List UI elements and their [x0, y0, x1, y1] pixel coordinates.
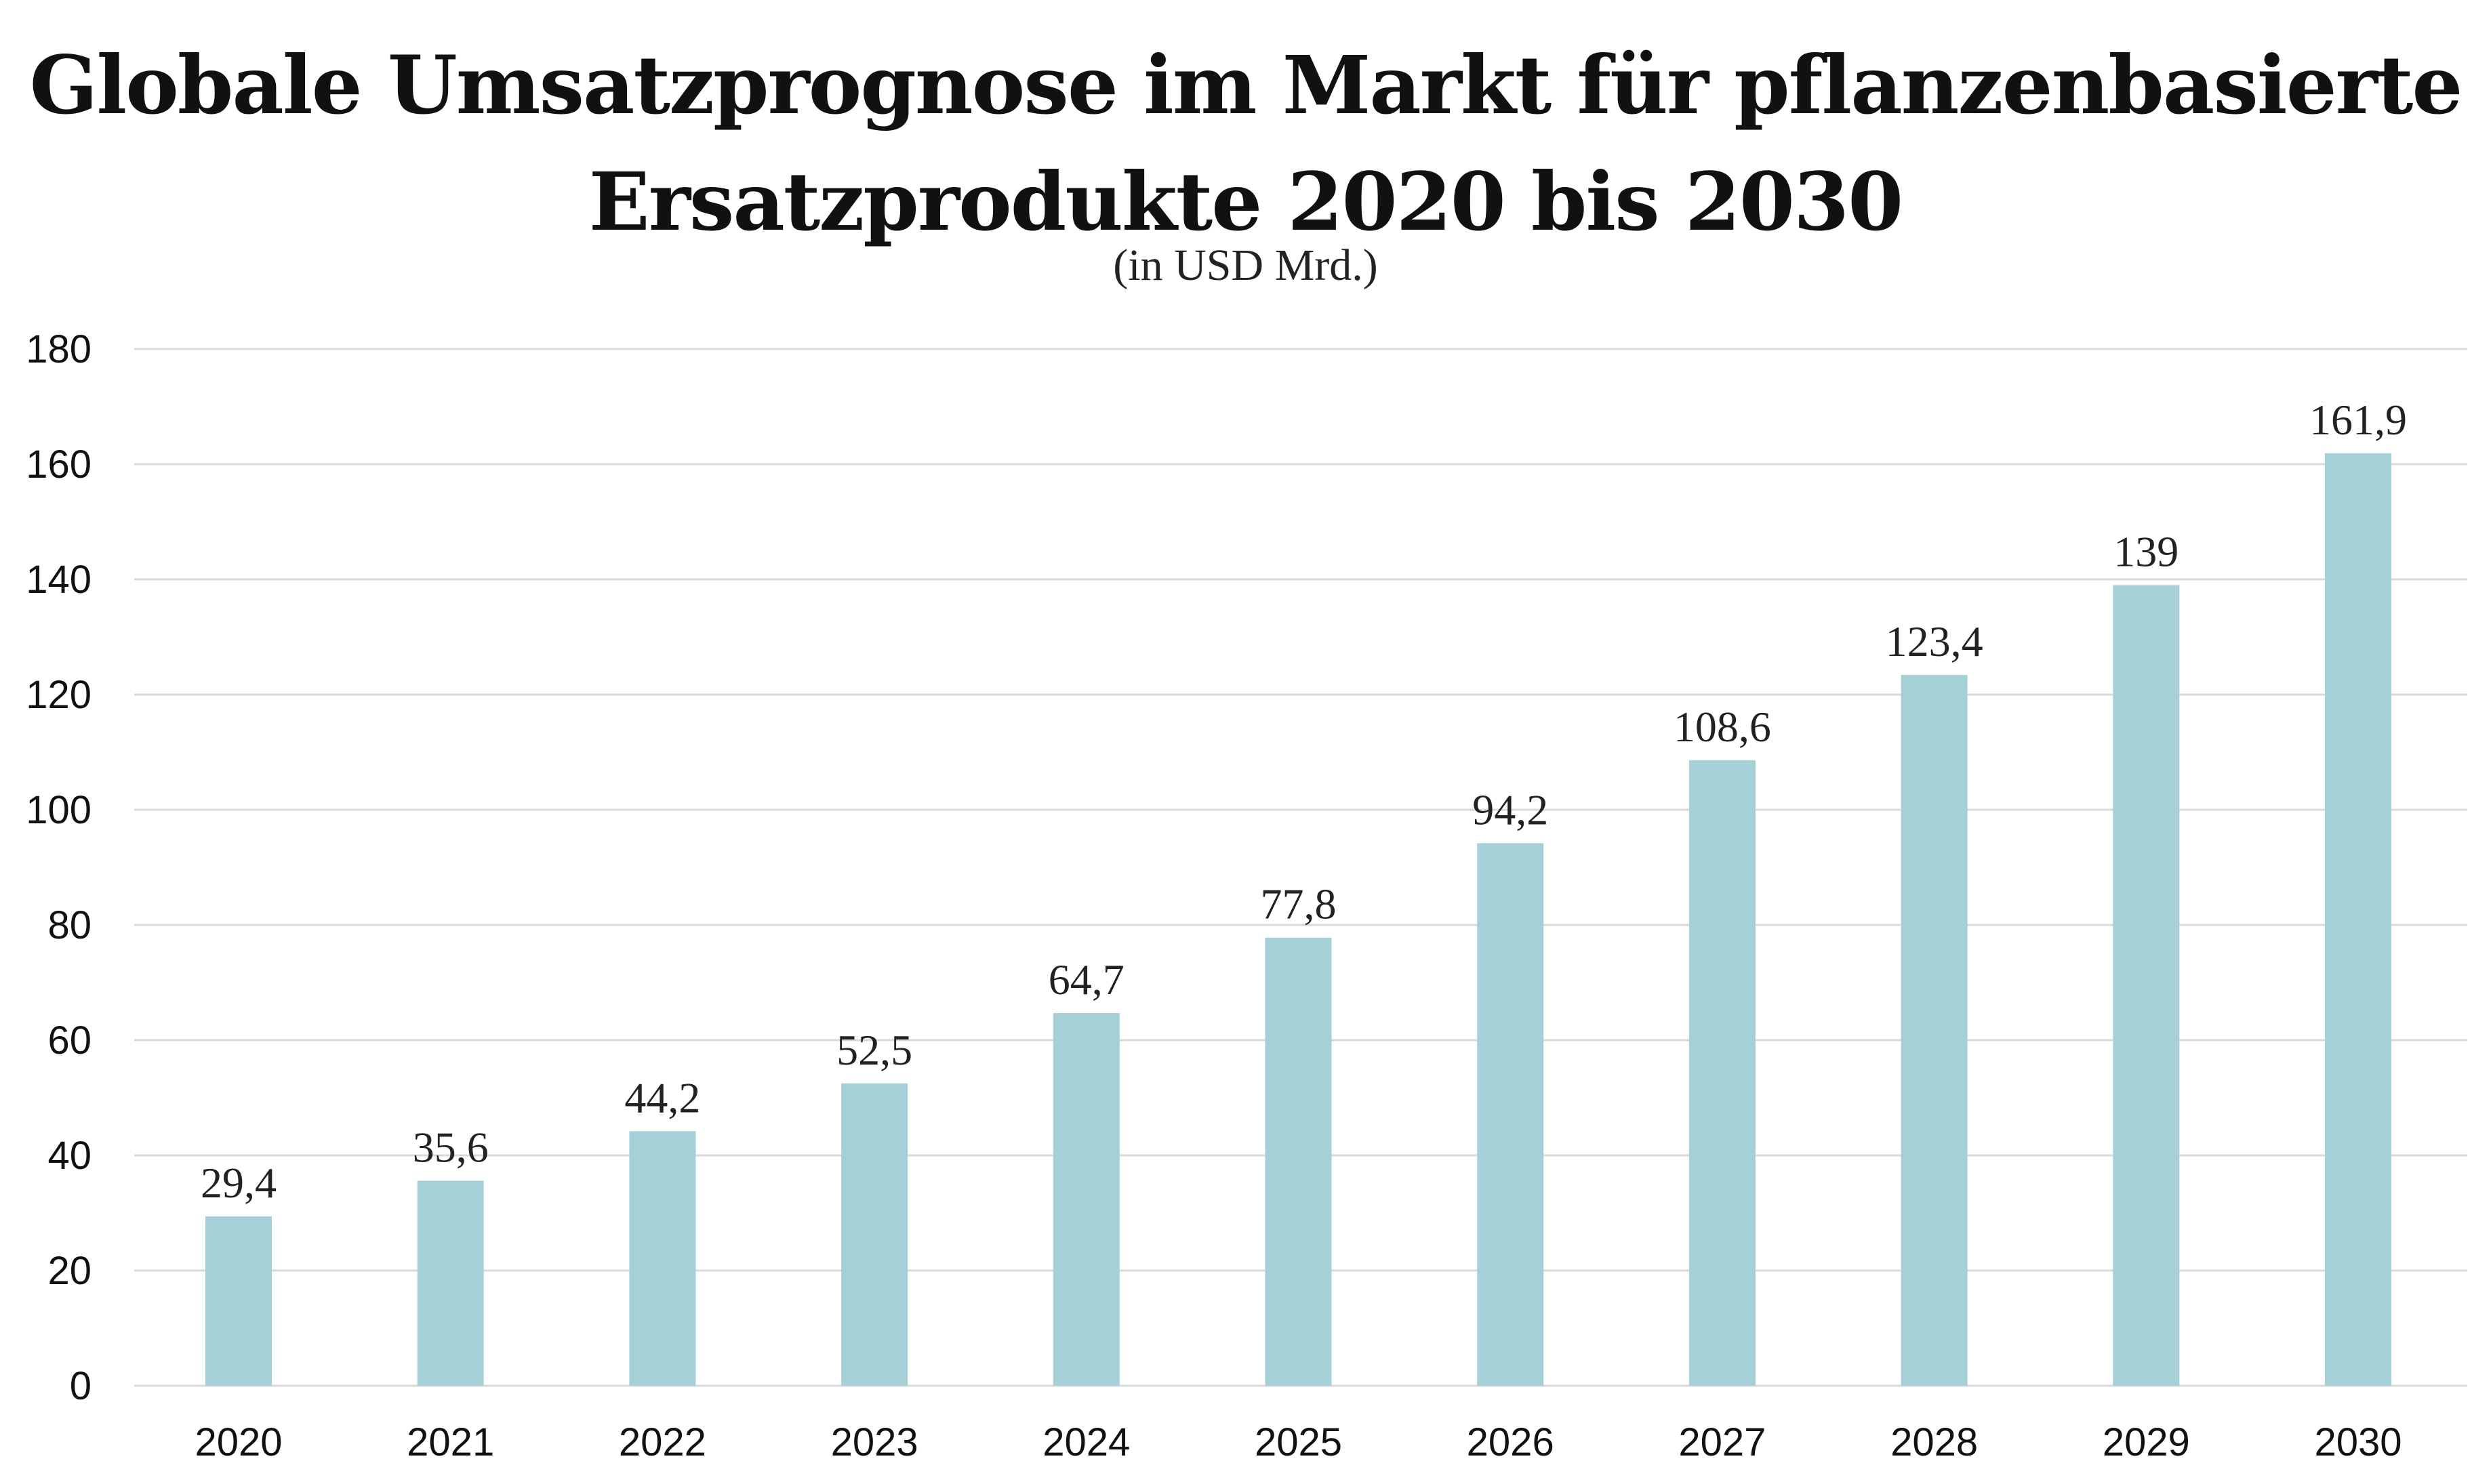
x-tick-label: 2028: [1890, 1420, 1978, 1464]
bar: [1901, 675, 1968, 1386]
bar: [417, 1180, 484, 1386]
bar: [1688, 760, 1756, 1386]
x-tick-label: 2030: [2314, 1420, 2402, 1464]
data-label: 123,4: [1886, 617, 1983, 665]
bars: [205, 453, 2391, 1386]
data-label: 139: [2113, 528, 2179, 576]
chart-subtitle: (in USD Mrd.): [1113, 241, 1378, 290]
data-label: 77,8: [1261, 880, 1337, 928]
y-tick-label: 80: [47, 903, 92, 947]
data-label: 35,6: [413, 1123, 489, 1171]
data-label: 44,2: [624, 1073, 700, 1121]
x-tick-label: 2024: [1042, 1420, 1130, 1464]
y-tick-label: 180: [26, 327, 92, 371]
x-tick-label: 2027: [1678, 1420, 1766, 1464]
y-tick-label: 160: [26, 442, 92, 487]
x-tick-label: 2020: [195, 1420, 282, 1464]
y-tick-label: 20: [47, 1249, 92, 1293]
y-tick-label: 140: [26, 558, 92, 602]
y-tick-label: 40: [47, 1134, 92, 1178]
y-tick-label: 120: [26, 673, 92, 717]
data-label: 29,4: [201, 1159, 277, 1207]
bar: [2113, 585, 2180, 1386]
y-tick-label: 60: [47, 1018, 92, 1063]
data-label: 108,6: [1674, 703, 1771, 751]
data-label: 52,5: [836, 1026, 912, 1074]
x-tick-label: 2029: [2103, 1420, 2190, 1464]
x-tick-label: 2023: [831, 1420, 918, 1464]
bar: [1477, 843, 1544, 1386]
y-tick-label: 100: [26, 788, 92, 832]
data-label: 64,7: [1049, 955, 1125, 1004]
x-tick-label: 2026: [1467, 1420, 1554, 1464]
bar: [841, 1083, 908, 1386]
chart-title: Globale Umsatzprognose im Markt für pfla…: [0, 27, 2491, 260]
chart-title-line-1: Globale Umsatzprognose im Markt für pfla…: [29, 38, 2463, 132]
data-label: 161,9: [2309, 396, 2407, 444]
y-tick-label: 0: [70, 1364, 92, 1408]
data-labels: 29,4 35,6 44,2 52,5 64,7 77,8 94,2 108,6 123,4 13…: [201, 396, 2407, 1207]
data-label: 94,2: [1472, 785, 1548, 833]
bar: [629, 1131, 696, 1386]
bar: [2325, 453, 2391, 1386]
bar: [1265, 937, 1332, 1386]
chart-title-line-2: Ersatzprodukte 2020 bis 2030: [588, 154, 1903, 249]
bar: [205, 1216, 272, 1386]
y-axis-ticks: 0 20 40 60 80 100 120 140 160 180: [26, 327, 92, 1408]
x-tick-label: 2025: [1255, 1420, 1342, 1464]
x-tick-label: 2022: [619, 1420, 706, 1464]
x-axis-ticks: 2020 2021 2022 2023 2024 2025 2026 2027 2028 2029…: [195, 1420, 2402, 1464]
x-tick-label: 2021: [407, 1420, 494, 1464]
bar: [1053, 1013, 1120, 1386]
